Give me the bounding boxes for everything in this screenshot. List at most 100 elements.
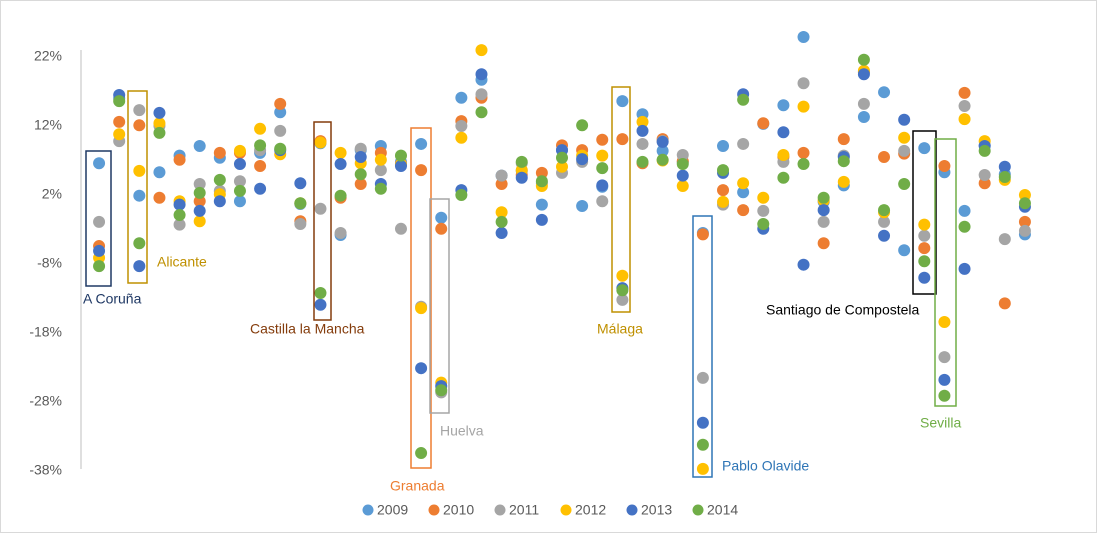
data-point — [213, 195, 226, 208]
legend-marker — [626, 504, 638, 516]
data-point — [857, 68, 870, 81]
data-point — [797, 157, 810, 170]
legend-label: 2011 — [509, 502, 539, 518]
data-point — [314, 286, 327, 299]
data-point — [777, 171, 790, 184]
data-point — [233, 184, 246, 197]
legend-label: 2013 — [641, 502, 672, 518]
data-point — [294, 197, 307, 210]
data-point — [978, 177, 991, 190]
annotation-label: Santiago de Compostela — [766, 302, 920, 318]
data-point — [1018, 215, 1031, 228]
data-point — [938, 389, 951, 402]
data-point — [958, 86, 971, 99]
data-point — [394, 160, 407, 173]
data-point — [656, 153, 669, 166]
data-point — [978, 168, 991, 181]
data-point — [757, 191, 770, 204]
data-point — [334, 226, 347, 239]
data-point — [958, 113, 971, 126]
data-point — [556, 160, 568, 173]
data-point — [737, 93, 750, 106]
data-point — [334, 189, 347, 202]
data-point — [898, 177, 911, 190]
annotation-box — [410, 127, 432, 469]
data-point — [878, 204, 891, 217]
data-point — [495, 177, 508, 190]
data-point — [394, 222, 407, 235]
data-point — [133, 104, 146, 117]
data-point — [576, 119, 589, 132]
data-point — [415, 164, 428, 177]
data-point — [254, 160, 267, 173]
data-point — [133, 119, 146, 132]
data-point — [415, 302, 428, 315]
data-point — [717, 195, 730, 208]
data-point — [616, 293, 629, 306]
data-point — [535, 198, 548, 211]
data-point — [857, 53, 870, 66]
data-point — [193, 204, 206, 217]
data-point — [817, 215, 830, 228]
data-point — [717, 140, 730, 153]
data-point — [898, 244, 911, 257]
data-point — [254, 139, 267, 152]
legend-label: 2014 — [707, 502, 738, 518]
data-point — [173, 198, 186, 211]
data-point — [616, 133, 629, 146]
annotation-label: Pablo Olavide — [722, 458, 809, 474]
data-point — [797, 30, 810, 43]
data-point — [153, 106, 166, 119]
data-point — [294, 217, 307, 230]
data-point — [556, 151, 568, 164]
data-point — [797, 100, 810, 113]
data-point — [113, 115, 126, 128]
data-point — [233, 195, 246, 208]
data-point — [415, 137, 428, 150]
data-point — [676, 148, 689, 161]
data-point — [938, 315, 951, 328]
data-point — [254, 122, 267, 135]
data-point — [233, 175, 246, 188]
data-point — [374, 182, 387, 195]
data-point — [898, 113, 911, 126]
data-point — [878, 215, 891, 228]
data-point — [918, 218, 931, 231]
data-point — [837, 175, 850, 188]
data-point — [757, 217, 770, 230]
data-point — [133, 237, 146, 250]
data-point — [193, 195, 206, 208]
data-point — [918, 242, 931, 255]
legend-marker — [560, 504, 572, 516]
data-point — [455, 131, 468, 144]
data-point — [696, 416, 709, 429]
annotation-box — [934, 138, 957, 407]
data-point — [1018, 197, 1031, 210]
data-point — [274, 106, 287, 119]
data-point — [938, 373, 951, 386]
data-point — [998, 171, 1011, 184]
data-point — [455, 120, 468, 132]
data-point — [314, 202, 327, 215]
data-point — [455, 189, 468, 201]
legend-marker — [428, 504, 440, 516]
y-tick-label: -18% — [29, 324, 62, 340]
data-point — [475, 68, 488, 81]
legend-label: 2012 — [575, 502, 606, 518]
data-point — [173, 209, 186, 222]
data-point — [334, 157, 347, 170]
data-point — [113, 128, 126, 141]
data-point — [656, 135, 669, 148]
y-tick-label: -38% — [29, 462, 62, 478]
data-point — [173, 218, 186, 231]
data-point — [535, 213, 548, 226]
data-point — [857, 97, 870, 110]
data-point — [354, 142, 367, 155]
data-point — [354, 177, 367, 190]
data-point — [435, 222, 448, 235]
data-point — [616, 284, 629, 297]
data-point — [878, 86, 891, 99]
data-point — [314, 136, 327, 149]
